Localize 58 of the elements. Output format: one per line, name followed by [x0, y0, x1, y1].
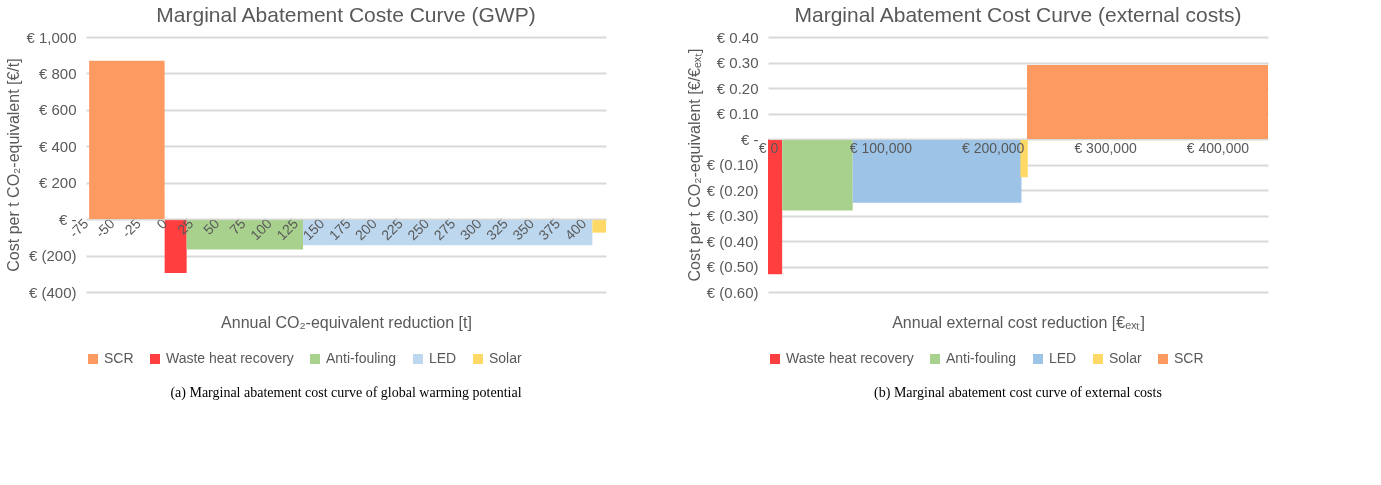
y-tick-label: € -: [740, 130, 759, 148]
y-tick-label: € 800: [38, 64, 77, 82]
text: (b) Marginal abatement cost curve of external costs: [874, 385, 1162, 401]
y-tick-label: € 200: [38, 174, 77, 192]
legend-label: SCR: [1174, 350, 1204, 366]
text: (a) Marginal abatement cost curve of global warming potential: [170, 385, 522, 401]
chart-title: Marginal Abatement Coste Curve (GWP): [156, 3, 536, 26]
x-tick-label: 25: [173, 215, 197, 238]
y-tick-label: € (0.50): [706, 258, 759, 275]
y-tick-label: € 0.10: [716, 105, 759, 122]
x-tick-label: 225: [378, 215, 407, 244]
x-tick-label: 150: [299, 215, 328, 244]
x-tick-label: 300: [456, 215, 485, 244]
y-tick-label: € (200): [28, 247, 77, 265]
y-tick-label: € 1,000: [26, 28, 77, 46]
legend-label: Anti-fouling: [946, 350, 1017, 366]
legend-label: SCR: [104, 350, 134, 366]
x-tick-label: 100: [247, 215, 276, 244]
y-tick-label: € (0.60): [706, 283, 759, 301]
x-tick-label: 325: [482, 215, 511, 244]
y-tick-label: € (0.20): [706, 181, 759, 199]
x-tick-label: 350: [509, 215, 538, 244]
legend-label: Solar: [1109, 350, 1143, 366]
x-tick-label: 250: [404, 215, 433, 244]
x-tick-label: 275: [430, 215, 459, 244]
x-tick-label: -25: [118, 215, 145, 241]
y-tick-label: € 400: [38, 137, 77, 155]
x-tick-label: 375: [535, 215, 564, 244]
x-tick-label: 0: [153, 215, 171, 233]
x-tick-label: 200: [351, 215, 380, 244]
y-axis-title: Cost per t CO₂-equivalent [€/t]: [5, 58, 23, 272]
y-tick-label: € 600: [38, 101, 77, 119]
y-tick-label: € (0.10): [706, 156, 759, 173]
x-tick-label: € 300,000: [1074, 139, 1137, 156]
legend-label: Anti-fouling: [326, 350, 397, 366]
y-tick-label: € (400): [28, 283, 77, 301]
x-axis-title: Annual external cost reduction [€ₑₓₜ]: [892, 313, 1145, 331]
legend-label: Waste heat recovery: [166, 350, 294, 366]
x-axis-title: Annual CO₂-equivalent reduction [t]: [221, 313, 472, 331]
legend-label: Waste heat recovery: [786, 350, 914, 366]
legend-label: LED: [1049, 350, 1077, 366]
legend-label: LED: [429, 350, 457, 366]
x-tick-label: 50: [200, 215, 223, 238]
y-tick-label: € (0.40): [706, 232, 759, 250]
chart-title: Marginal Abatement Cost Curve (external costs): [794, 3, 1242, 26]
x-tick-label: 400: [561, 215, 590, 244]
y-tick-label: € (0.30): [706, 207, 759, 224]
y-tick-label: € 0.40: [716, 28, 759, 46]
y-tick-label: € 0.20: [716, 79, 759, 97]
x-tick-label: 75: [226, 215, 249, 238]
y-axis-title: Cost per t CO₂-equivalent [€/€ₑₓₜ]: [685, 48, 703, 282]
x-tick-label: € 0: [758, 139, 779, 156]
x-tick-label: 125: [273, 215, 302, 244]
x-tick-label: -50: [92, 215, 118, 241]
x-tick-label: 175: [325, 215, 354, 244]
x-tick-label: € 400,000: [1186, 139, 1250, 156]
legend-label: Solar: [489, 350, 523, 366]
y-tick-label: € 0.30: [716, 54, 759, 71]
